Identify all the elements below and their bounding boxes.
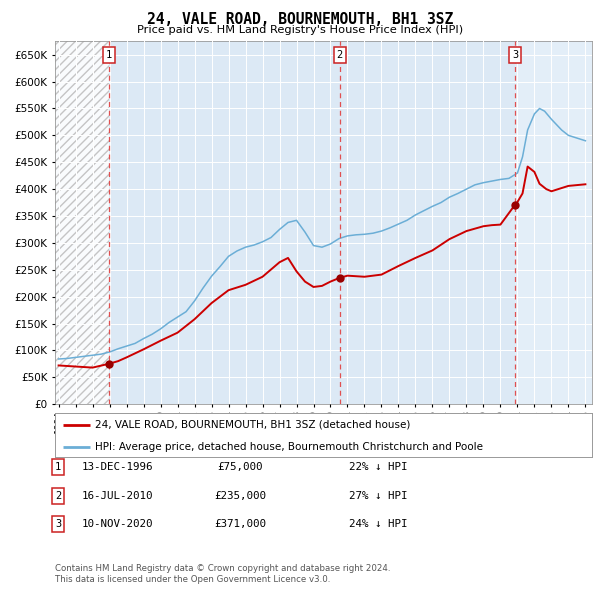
Text: 22% ↓ HPI: 22% ↓ HPI bbox=[349, 463, 407, 472]
Text: 24% ↓ HPI: 24% ↓ HPI bbox=[349, 519, 407, 529]
Text: £235,000: £235,000 bbox=[214, 491, 266, 500]
Text: 3: 3 bbox=[512, 50, 518, 60]
Text: 2: 2 bbox=[55, 491, 61, 500]
Text: Price paid vs. HM Land Registry's House Price Index (HPI): Price paid vs. HM Land Registry's House … bbox=[137, 25, 463, 35]
Text: 27% ↓ HPI: 27% ↓ HPI bbox=[349, 491, 407, 500]
Text: £371,000: £371,000 bbox=[214, 519, 266, 529]
Text: 24, VALE ROAD, BOURNEMOUTH, BH1 3SZ (detached house): 24, VALE ROAD, BOURNEMOUTH, BH1 3SZ (det… bbox=[95, 420, 411, 430]
Text: 16-JUL-2010: 16-JUL-2010 bbox=[81, 491, 153, 500]
Text: 13-DEC-1996: 13-DEC-1996 bbox=[81, 463, 153, 472]
Text: This data is licensed under the Open Government Licence v3.0.: This data is licensed under the Open Gov… bbox=[55, 575, 331, 584]
Text: Contains HM Land Registry data © Crown copyright and database right 2024.: Contains HM Land Registry data © Crown c… bbox=[55, 565, 391, 573]
Bar bbox=[55, 41, 109, 404]
Text: 24, VALE ROAD, BOURNEMOUTH, BH1 3SZ: 24, VALE ROAD, BOURNEMOUTH, BH1 3SZ bbox=[147, 12, 453, 27]
Text: HPI: Average price, detached house, Bournemouth Christchurch and Poole: HPI: Average price, detached house, Bour… bbox=[95, 442, 484, 452]
Text: 1: 1 bbox=[55, 463, 61, 472]
Text: 2: 2 bbox=[337, 50, 343, 60]
Bar bbox=[515, 41, 594, 404]
Text: 3: 3 bbox=[55, 519, 61, 529]
Text: £75,000: £75,000 bbox=[217, 463, 263, 472]
Text: 1: 1 bbox=[106, 50, 112, 60]
Text: 10-NOV-2020: 10-NOV-2020 bbox=[81, 519, 153, 529]
